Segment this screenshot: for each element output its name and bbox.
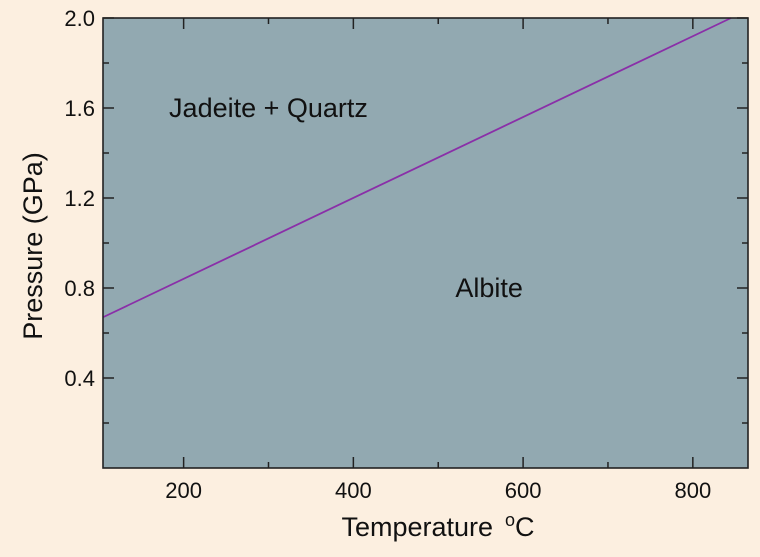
x-tick-label: 200 <box>165 478 202 503</box>
x-tick-label: 400 <box>335 478 372 503</box>
y-tick-label: 1.6 <box>64 96 95 121</box>
region-labels: Jadeite + Quartz Albite <box>169 93 523 303</box>
y-axis-title: Pressure (GPa) <box>18 152 48 340</box>
plot-frame <box>102 17 749 469</box>
plot-area <box>103 18 748 468</box>
x-axis-unit-degree: o <box>505 510 515 530</box>
phase-boundary-line <box>102 17 732 319</box>
y-tick-label: 1.2 <box>64 186 95 211</box>
x-axis-title-text: Temperature <box>341 512 493 542</box>
region-label: Jadeite + Quartz <box>169 93 368 123</box>
x-axis-unit: C <box>515 512 535 542</box>
y-tick-label: 0.8 <box>64 276 95 301</box>
x-tick-label: 600 <box>505 478 542 503</box>
x-axis-title: Temperature oC <box>341 510 534 542</box>
tick-labels: 200 400 600 800 0.4 0.8 1.2 1.6 2.0 <box>64 6 711 503</box>
x-tick-label: 800 <box>674 478 711 503</box>
y-tick-label: 0.4 <box>64 366 95 391</box>
y-tick-label: 2.0 <box>64 6 95 31</box>
region-label: Albite <box>455 273 523 303</box>
data-series <box>102 17 732 319</box>
